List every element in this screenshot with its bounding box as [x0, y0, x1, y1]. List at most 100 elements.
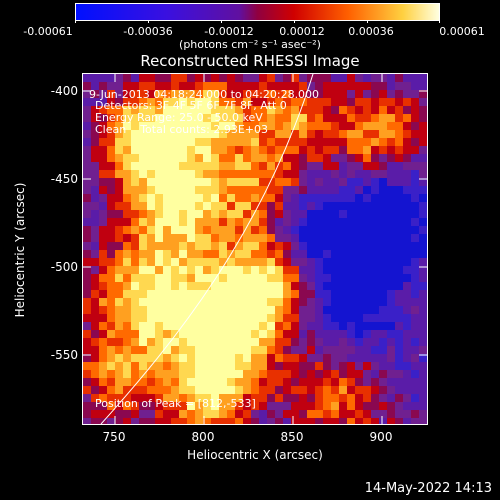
heatmap-pixel [387, 178, 395, 186]
heatmap-pixel [91, 298, 99, 306]
heatmap-pixel [419, 362, 427, 370]
heatmap-pixel [291, 378, 299, 386]
heatmap-pixel [403, 314, 411, 322]
heatmap-pixel [243, 330, 251, 338]
heatmap-pixel [379, 410, 387, 418]
heatmap-pixel [387, 250, 395, 258]
heatmap-pixel [155, 290, 163, 298]
heatmap-pixel [203, 330, 211, 338]
heatmap-pixel [171, 282, 179, 290]
heatmap-pixel [99, 290, 107, 298]
heatmap-pixel [331, 314, 339, 322]
heatmap-pixel [171, 218, 179, 226]
heatmap-pixel [243, 82, 251, 90]
heatmap-pixel [395, 298, 403, 306]
heatmap-pixel [155, 170, 163, 178]
heatmap-pixel [163, 106, 171, 114]
heatmap-pixel [411, 386, 419, 394]
heatmap-pixel [331, 146, 339, 154]
heatmap-pixel [187, 114, 195, 122]
heatmap-pixel [411, 282, 419, 290]
heatmap-pixel [91, 98, 99, 106]
heatmap-pixel [115, 178, 123, 186]
heatmap-pixel [371, 402, 379, 410]
heatmap-pixel [291, 322, 299, 330]
heatmap-pixel [83, 210, 91, 218]
heatmap-pixel [155, 378, 163, 386]
heatmap-pixel [267, 330, 275, 338]
heatmap-pixel [339, 346, 347, 354]
heatmap-pixel [347, 418, 355, 424]
heatmap-pixel [275, 370, 283, 378]
heatmap-pixel [371, 418, 379, 424]
detectors-text: Detectors: 3F 4F 5F 6F 7F 8F, Att 0 [95, 99, 287, 112]
heatmap-pixel [395, 250, 403, 258]
heatmap-pixel [131, 258, 139, 266]
heatmap-pixel [83, 394, 91, 402]
heatmap-pixel [227, 234, 235, 242]
heatmap-pixel [115, 130, 123, 138]
colorbar [75, 3, 440, 21]
heatmap-pixel [187, 122, 195, 130]
heatmap-pixel [259, 258, 267, 266]
heatmap-pixel [403, 170, 411, 178]
heatmap-pixel [227, 170, 235, 178]
heatmap-pixel [275, 162, 283, 170]
heatmap-pixel [171, 178, 179, 186]
heatmap-pixel [243, 226, 251, 234]
heatmap-pixel [299, 322, 307, 330]
heatmap-pixel [123, 386, 131, 394]
heatmap-pixel [251, 82, 259, 90]
heatmap-pixel [179, 314, 187, 322]
heatmap-pixel [419, 346, 427, 354]
heatmap-pixel [387, 394, 395, 402]
heatmap-pixel [315, 162, 323, 170]
heatmap-pixel [123, 210, 131, 218]
heatmap-pixel [115, 370, 123, 378]
heatmap-pixel [131, 138, 139, 146]
heatmap-pixel [179, 170, 187, 178]
heatmap-pixel [291, 114, 299, 122]
heatmap-pixel [371, 234, 379, 242]
heatmap-pixel [395, 274, 403, 282]
heatmap-pixel [163, 202, 171, 210]
heatmap-pixel [307, 394, 315, 402]
heatmap-pixel [387, 370, 395, 378]
heatmap-pixel [163, 114, 171, 122]
heatmap-pixel [267, 338, 275, 346]
heatmap-pixel [347, 178, 355, 186]
heatmap-pixel [331, 362, 339, 370]
heatmap-pixel [195, 322, 203, 330]
heatmap-pixel [331, 162, 339, 170]
heatmap-pixel [363, 106, 371, 114]
heatmap-pixel [347, 290, 355, 298]
heatmap-pixel [83, 130, 91, 138]
heatmap-pixel [275, 186, 283, 194]
heatmap-pixel [91, 130, 99, 138]
heatmap-pixel [203, 402, 211, 410]
heatmap-pixel [347, 354, 355, 362]
heatmap-pixel [203, 234, 211, 242]
heatmap-pixel [403, 402, 411, 410]
heatmap-pixel [323, 362, 331, 370]
heatmap-pixel [379, 90, 387, 98]
heatmap-pixel [243, 362, 251, 370]
heatmap-pixel [379, 186, 387, 194]
heatmap-pixel [179, 218, 187, 226]
heatmap-pixel [307, 194, 315, 202]
heatmap-pixel [195, 226, 203, 234]
heatmap-pixel [155, 242, 163, 250]
heatmap-pixel [155, 122, 163, 130]
heatmap-pixel [115, 82, 123, 90]
heatmap-pixel [147, 138, 155, 146]
heatmap-pixel [171, 314, 179, 322]
heatmap-pixel [139, 234, 147, 242]
heatmap-pixel [339, 234, 347, 242]
heatmap-pixel [419, 202, 427, 210]
heatmap-pixel [411, 314, 419, 322]
heatmap-pixel [395, 386, 403, 394]
heatmap-pixel [227, 114, 235, 122]
heatmap-pixel [171, 74, 179, 82]
heatmap-pixel [147, 370, 155, 378]
heatmap-pixel [283, 282, 291, 290]
